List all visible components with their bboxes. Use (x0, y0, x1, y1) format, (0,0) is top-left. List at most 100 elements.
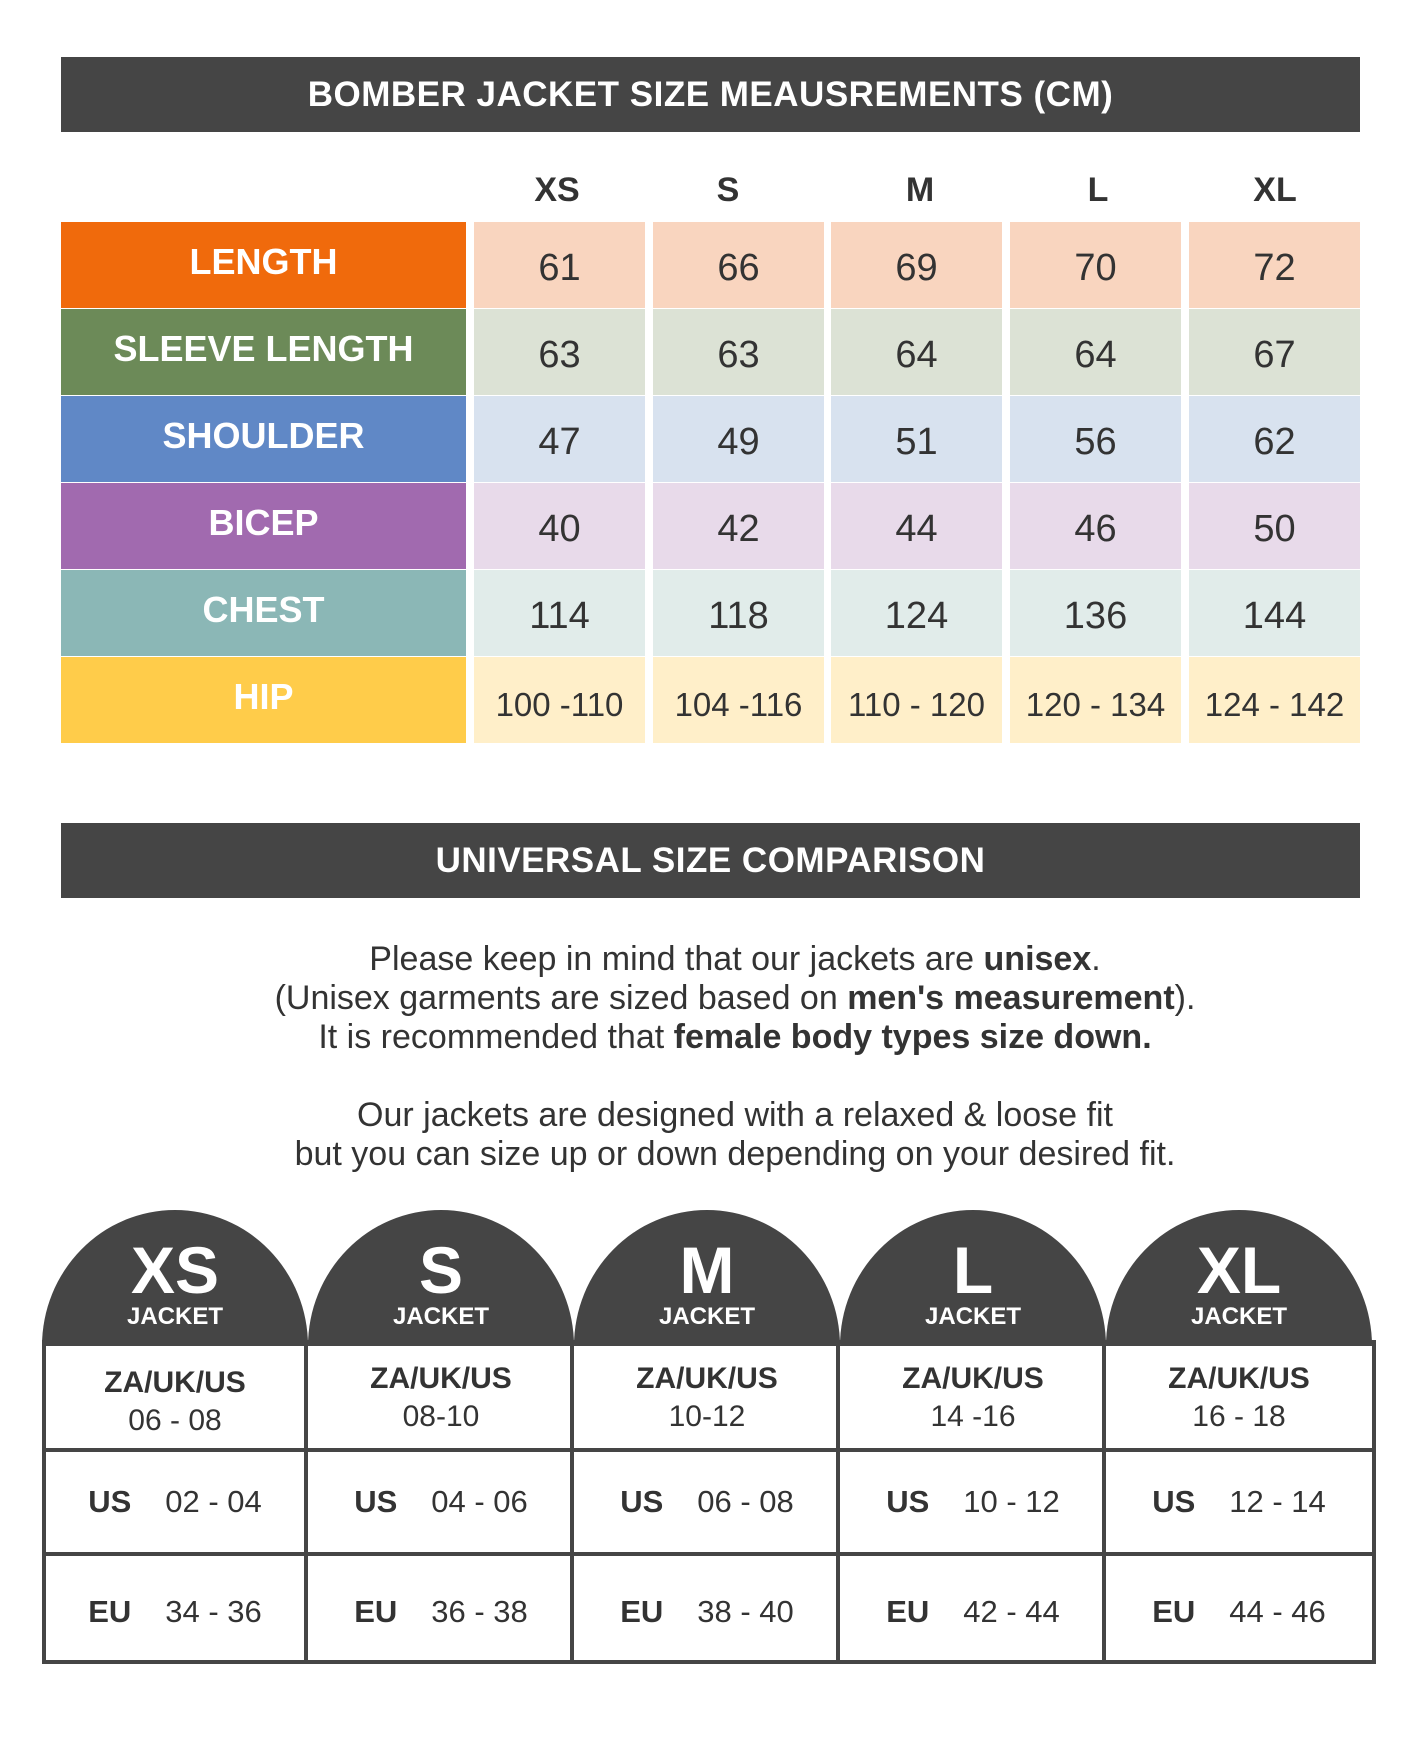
measurement-cell: 69 (831, 222, 1002, 308)
size-tab-label: S (418, 1233, 464, 1307)
eu-value: 42 - 44 (963, 1594, 1060, 1629)
row-label-text: CHEST (202, 589, 325, 630)
grid-divider (570, 1340, 574, 1664)
us-label: US (886, 1484, 930, 1519)
note-text: but you can size up or down depending on… (294, 1135, 1176, 1173)
measurement-cell: 136 (1010, 570, 1181, 656)
measurement-cell: 44 (831, 483, 1002, 569)
za-uk-us-label: ZA/UK/US (636, 1362, 778, 1395)
note-bold: female body types size down. (673, 1018, 1152, 1056)
eu-label: EU (88, 1594, 132, 1629)
measurement-cell: 42 (653, 483, 824, 569)
measurement-cell: 124 - 142 (1189, 657, 1360, 743)
size-header-xs: XS (534, 171, 580, 209)
za-uk-us-value: 06 - 08 (128, 1404, 222, 1437)
size-tab-label: L (952, 1233, 994, 1307)
row-label-sleeve-length: SLEEVE LENGTH (61, 309, 466, 395)
za-uk-us-value: 10-12 (668, 1400, 746, 1433)
measurement-cell: 114 (474, 570, 645, 656)
measurement-cell: 56 (1010, 396, 1181, 482)
row-label-shoulder: SHOULDER (61, 396, 466, 482)
measurement-cell: 144 (1189, 570, 1360, 656)
measurement-cell: 64 (831, 309, 1002, 395)
note-text: Please keep in mind that our jackets are (369, 940, 984, 978)
size-tab-label: XS (130, 1233, 220, 1307)
note-text: . (1091, 940, 1101, 978)
eu-value: 38 - 40 (697, 1594, 794, 1629)
us-value: 02 - 04 (165, 1484, 262, 1519)
us-size-row: US 06 - 08 (574, 1484, 840, 1520)
us-label: US (88, 1484, 132, 1519)
note-text: It is recommended that (318, 1018, 674, 1056)
measurement-cell: 104 -116 (653, 657, 824, 743)
measurements-title-banner: BOMBER JACKET SIZE MEAUSREMENTS (CM) (61, 57, 1360, 132)
us-size-row: US 02 - 04 (42, 1484, 308, 1520)
grid-divider (836, 1340, 840, 1664)
measurement-note-line: (Unisex garments are sized based on men'… (0, 979, 1420, 1018)
measurement-cell: 110 - 120 (831, 657, 1002, 743)
us-label: US (620, 1484, 664, 1519)
us-label: US (354, 1484, 398, 1519)
us-label: US (1152, 1484, 1196, 1519)
row-label-length: LENGTH (61, 222, 466, 308)
us-value: 04 - 06 (431, 1484, 528, 1519)
za-uk-us-value: 14 -16 (930, 1400, 1016, 1433)
eu-size-row: EU 36 - 38 (308, 1594, 574, 1630)
jacket-label: JACKET (658, 1303, 755, 1330)
grid-divider (1102, 1340, 1106, 1664)
row-label-text: LENGTH (189, 241, 338, 282)
measurement-cell: 124 (831, 570, 1002, 656)
eu-value: 36 - 38 (431, 1594, 528, 1629)
size-header-xl: XL (1253, 171, 1297, 209)
za-uk-us-label: ZA/UK/US (370, 1362, 512, 1395)
fit-note-line-2: but you can size up or down depending on… (0, 1135, 1420, 1174)
eu-value: 34 - 36 (165, 1594, 262, 1629)
measurement-cell: 47 (474, 396, 645, 482)
eu-value: 44 - 46 (1229, 1594, 1326, 1629)
measurement-cell: 64 (1010, 309, 1181, 395)
eu-label: EU (1152, 1594, 1196, 1629)
eu-size-row: EU 34 - 36 (42, 1594, 308, 1630)
size-comparison-grid (42, 1340, 1376, 1664)
eu-label: EU (886, 1594, 930, 1629)
row-label-text: HIP (233, 676, 294, 717)
eu-size-row: EU 44 - 46 (1106, 1594, 1372, 1630)
us-value: 10 - 12 (963, 1484, 1060, 1519)
row-label-text: SLEEVE LENGTH (113, 328, 414, 369)
jacket-label: JACKET (392, 1303, 489, 1330)
jacket-label: JACKET (1190, 1303, 1287, 1330)
row-label-text: BICEP (208, 502, 319, 543)
note-text: ). (1174, 979, 1196, 1017)
measurement-cell: 63 (474, 309, 645, 395)
us-size-row: US 12 - 14 (1106, 1484, 1372, 1520)
za-uk-us-value: 08-10 (402, 1400, 480, 1433)
measurement-cell: 40 (474, 483, 645, 569)
us-size-row: US 04 - 06 (308, 1484, 574, 1520)
size-header-s: S (716, 171, 740, 209)
comparison-title-banner: UNIVERSAL SIZE COMPARISON (61, 823, 1360, 898)
measurement-cell: 50 (1189, 483, 1360, 569)
jacket-label: JACKET (924, 1303, 1021, 1330)
measurement-cell: 62 (1189, 396, 1360, 482)
measurement-cell: 67 (1189, 309, 1360, 395)
recommendation-note-line: It is recommended that female body types… (0, 1018, 1420, 1057)
measurement-cell: 118 (653, 570, 824, 656)
eu-label: EU (354, 1594, 398, 1629)
note-text: Our jackets are designed with a relaxed … (357, 1096, 1113, 1134)
size-header-l: L (1087, 171, 1109, 209)
comparison-title: UNIVERSAL SIZE COMPARISON (435, 840, 986, 880)
za-uk-us-label: ZA/UK/US (902, 1362, 1044, 1395)
za-uk-us-value: 16 - 18 (1192, 1400, 1286, 1433)
row-label-bicep: BICEP (61, 483, 466, 569)
note-bold: unisex (983, 940, 1092, 978)
unisex-note-line: Please keep in mind that our jackets are… (0, 940, 1420, 979)
us-size-row: US 10 - 12 (840, 1484, 1106, 1520)
row-label-chest: CHEST (61, 570, 466, 656)
row-label-hip: HIP (61, 657, 466, 743)
size-tab-label: M (679, 1233, 735, 1307)
note-text: (Unisex garments are sized based on (274, 979, 848, 1017)
measurement-cell: 120 - 134 (1010, 657, 1181, 743)
measurement-cell: 63 (653, 309, 824, 395)
size-tab-label: XL (1196, 1233, 1282, 1307)
size-header-m: M (905, 171, 935, 209)
